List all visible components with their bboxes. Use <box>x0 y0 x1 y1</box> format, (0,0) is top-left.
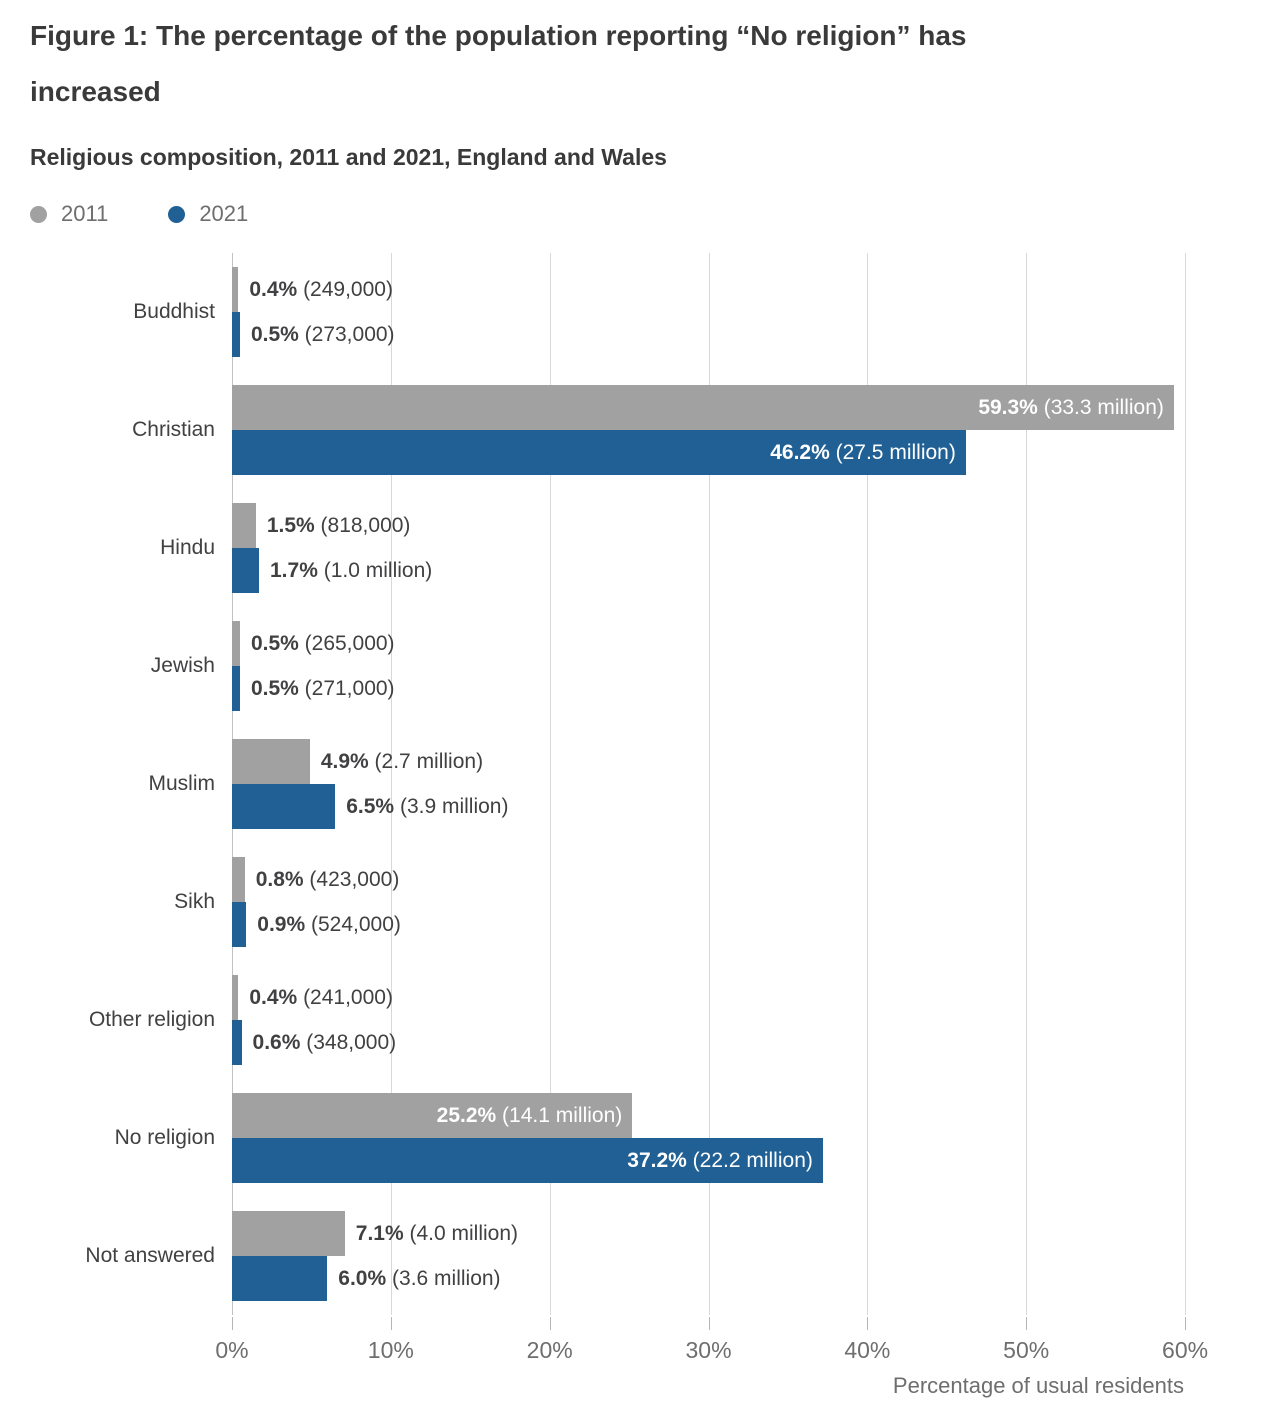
category-label: Muslim <box>148 772 216 795</box>
gridline <box>549 253 551 1315</box>
bar-value-label: 59.3% (33.3 million) <box>978 395 1164 419</box>
bar-2011-other-religion[interactable]: 0.4% (241,000) <box>232 975 393 1020</box>
bar-2011-jewish[interactable]: 0.5% (265,000) <box>232 621 395 666</box>
bar-value-label: 0.8% (423,000) <box>255 867 400 891</box>
axis-tick-icon <box>1185 1317 1187 1330</box>
bar-2011-christian[interactable]: 59.3% (33.3 million) <box>232 385 1174 430</box>
legend-label-2021: 2021 <box>199 201 249 226</box>
category-label: Christian <box>132 418 215 441</box>
bar-2011-hindu[interactable]: 1.5% (818,000) <box>232 503 410 548</box>
bar-2021-no-religion[interactable]: 37.2% (22.2 million) <box>232 1138 823 1183</box>
bar-value-label: 0.5% (265,000) <box>250 631 395 655</box>
gridline <box>1185 253 1187 1315</box>
legend-dot-2021-icon <box>168 205 186 223</box>
category-label: Other religion <box>88 1008 215 1031</box>
axis-tick-icon <box>708 1317 710 1330</box>
axis-tick-label: 30% <box>685 1337 732 1363</box>
bar-value-label: 25.2% (14.1 million) <box>436 1103 623 1127</box>
category-label: Not answered <box>85 1244 215 1267</box>
bar-value-label: 6.0% (3.6 million) <box>338 1266 501 1290</box>
bar-2021-christian[interactable]: 46.2% (27.5 million) <box>232 430 966 475</box>
axis-tick-icon <box>867 1317 869 1330</box>
chart-row-christian: Christian 59.3% (33.3 million) 46.2% (27… <box>0 371 1274 489</box>
axis-tick-label: 10% <box>367 1337 414 1363</box>
legend-label-2011: 2011 <box>61 201 109 226</box>
gridline <box>708 253 710 1315</box>
category-label: Jewish <box>150 654 215 677</box>
bar-group: 0.8% (423,000) 0.9% (524,000) <box>232 843 1274 961</box>
bar-group: 7.1% (4.0 million) 6.0% (3.6 million) <box>232 1197 1274 1315</box>
axis-tick-label: 0% <box>215 1337 249 1363</box>
bar-value-label: 0.6% (348,000) <box>252 1030 397 1054</box>
chart-row-other-religion: Other religion 0.4% (241,000) 0.6% (348,… <box>0 961 1274 1079</box>
gridline <box>1026 253 1028 1315</box>
bar-2021-jewish[interactable]: 0.5% (271,000) <box>232 666 395 711</box>
chart-row-sikh: Sikh 0.8% (423,000) 0.9% (524,000) <box>0 843 1274 961</box>
legend-item-2011[interactable]: 2011 <box>30 201 108 227</box>
bar-group: 25.2% (14.1 million) 37.2% (22.2 million… <box>232 1079 1274 1197</box>
axis-tick-icon <box>390 1317 392 1330</box>
bar-value-label: 0.4% (249,000) <box>249 277 393 301</box>
axis-tick-label: 20% <box>526 1337 573 1363</box>
bar-value-label: 0.5% (273,000) <box>250 322 395 346</box>
bar-2021-muslim[interactable]: 6.5% (3.9 million) <box>232 784 508 829</box>
category-label: Hindu <box>160 536 215 559</box>
bar-group: 0.4% (241,000) 0.6% (348,000) <box>232 961 1274 1079</box>
category-label: Sikh <box>174 890 215 913</box>
figure-title: Figure 1: The percentage of the populati… <box>30 20 967 107</box>
category-label: Buddhist <box>133 300 215 323</box>
chart-plot-area: Buddhist 0.4% (249,000) 0.5% (273,000) C… <box>0 253 1274 1315</box>
chart-rows: Buddhist 0.4% (249,000) 0.5% (273,000) C… <box>0 253 1274 1315</box>
bar-2011-buddhist[interactable]: 0.4% (249,000) <box>232 267 393 312</box>
bar-value-label: 0.4% (241,000) <box>249 985 393 1009</box>
bar-value-label: 46.2% (27.5 million) <box>770 440 956 464</box>
gridline <box>390 253 392 1315</box>
bar-value-label: 1.7% (1.0 million) <box>270 558 433 582</box>
chart-row-not-answered: Not answered 7.1% (4.0 million) 6.0% (3.… <box>0 1197 1274 1315</box>
bar-2011-no-religion[interactable]: 25.2% (14.1 million) <box>232 1093 633 1138</box>
chart-row-muslim: Muslim 4.9% (2.7 million) 6.5% (3.9 mill… <box>0 725 1274 843</box>
bar-2021-sikh[interactable]: 0.9% (524,000) <box>232 902 401 947</box>
bar-2021-buddhist[interactable]: 0.5% (273,000) <box>232 312 395 357</box>
bar-group: 59.3% (33.3 million) 46.2% (27.5 million… <box>232 371 1274 489</box>
bar-value-label: 1.5% (818,000) <box>266 513 411 537</box>
axis-tick-label: 50% <box>1003 1337 1050 1363</box>
bar-group: 0.5% (265,000) 0.5% (271,000) <box>232 607 1274 725</box>
axis-tick-label: 60% <box>1162 1337 1209 1363</box>
figure-subtitle: Religious composition, 2011 and 2021, En… <box>30 144 667 170</box>
legend-item-2021[interactable]: 2021 <box>168 201 248 227</box>
bar-value-label: 0.5% (271,000) <box>250 676 395 700</box>
axis-tick-icon <box>549 1317 551 1330</box>
bar-group: 0.4% (249,000) 0.5% (273,000) <box>232 253 1274 371</box>
gridline <box>867 253 869 1315</box>
axis-tick-icon <box>232 1317 233 1330</box>
bar-group: 1.5% (818,000) 1.7% (1.0 million) <box>232 489 1274 607</box>
bar-2021-hindu[interactable]: 1.7% (1.0 million) <box>232 548 432 593</box>
bar-2011-sikh[interactable]: 0.8% (423,000) <box>232 857 399 902</box>
chart-row-hindu: Hindu 1.5% (818,000) 1.7% (1.0 million) <box>0 489 1274 607</box>
bar-value-label: 6.5% (3.9 million) <box>346 794 509 818</box>
x-axis-title: Percentage of usual residents <box>892 1373 1184 1398</box>
bar-value-label: 37.2% (22.2 million) <box>627 1148 813 1172</box>
axis-tick-icon <box>1026 1317 1028 1330</box>
bar-value-label: 4.9% (2.7 million) <box>320 749 484 773</box>
bar-2011-not-answered[interactable]: 7.1% (4.0 million) <box>232 1211 518 1256</box>
bar-group: 4.9% (2.7 million) 6.5% (3.9 million) <box>232 725 1274 843</box>
bar-2011-muslim[interactable]: 4.9% (2.7 million) <box>232 739 483 784</box>
bar-value-label: 0.9% (524,000) <box>257 912 401 936</box>
chart-row-buddhist: Buddhist 0.4% (249,000) 0.5% (273,000) <box>0 253 1274 371</box>
category-label: No religion <box>114 1126 215 1149</box>
bar-2021-not-answered[interactable]: 6.0% (3.6 million) <box>232 1256 501 1301</box>
chart-row-no-religion: No religion 25.2% (14.1 million) 37.2% (… <box>0 1079 1274 1197</box>
axis-tick-label: 40% <box>844 1337 891 1363</box>
x-axis: Percentage of usual residents 0% 10% 20% 30… <box>215 1315 1274 1411</box>
chart-row-jewish: Jewish 0.5% (265,000) 0.5% (271,000) <box>0 607 1274 725</box>
legend-dot-2011-icon <box>30 205 47 223</box>
bar-value-label: 7.1% (4.0 million) <box>355 1221 519 1245</box>
legend: 2011 2021 <box>30 201 1274 227</box>
bar-2021-other-religion[interactable]: 0.6% (348,000) <box>232 1020 396 1065</box>
